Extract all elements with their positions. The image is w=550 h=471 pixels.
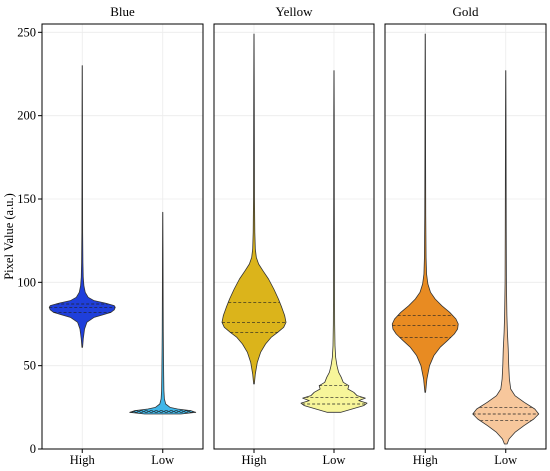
x-tick-label: Low xyxy=(151,453,174,467)
violin-blue-low xyxy=(129,211,197,415)
panel-frame xyxy=(41,23,204,450)
panel-title: Gold xyxy=(453,4,480,19)
y-tick-label: 200 xyxy=(17,109,36,123)
panel-frame xyxy=(384,23,547,450)
y-axis-label: Pixel Value (a.u.) xyxy=(2,193,16,280)
y-tick-label: 0 xyxy=(30,442,36,456)
violin-gold-low xyxy=(472,70,540,445)
y-tick-label: 150 xyxy=(17,192,36,206)
x-tick-label: High xyxy=(413,453,439,467)
y-tick-label: 250 xyxy=(17,25,36,39)
violin-yellow-high xyxy=(221,33,287,385)
x-tick-label: High xyxy=(242,453,268,467)
x-tick-label: Low xyxy=(494,453,517,467)
y-tick-label: 100 xyxy=(17,275,36,289)
violin-gold-high xyxy=(391,33,459,393)
violin-blue-high xyxy=(48,65,116,348)
x-tick-label: High xyxy=(70,453,96,467)
panel-frame xyxy=(213,23,375,450)
y-tick-label: 50 xyxy=(24,359,37,373)
violin-yellow-low xyxy=(300,70,368,413)
x-tick-label: Low xyxy=(323,453,346,467)
panel-title: Yellow xyxy=(276,4,314,19)
panel-title: Blue xyxy=(110,4,135,19)
